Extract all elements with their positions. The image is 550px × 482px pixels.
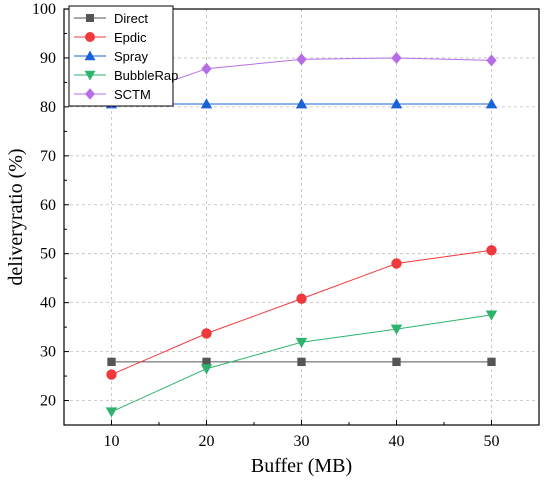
legend-label: Epdic (114, 30, 147, 45)
y-tick-label: 40 (40, 295, 56, 312)
legend-item: Epdic (74, 30, 147, 45)
series-sctm (106, 51, 497, 108)
y-tick-label: 100 (32, 1, 56, 18)
x-tick-label: 50 (484, 433, 500, 450)
data-point (392, 357, 401, 367)
tick-layer: 20 30 40 50 60 70 80 90 100 10 20 30 40 50 (32, 1, 500, 450)
data-point (390, 324, 403, 335)
legend-item: BubbleRap (74, 68, 178, 83)
x-axis-title: Buffer (MB) (251, 455, 352, 477)
y-tick-label: 60 (40, 197, 56, 214)
legend-label: SCTM (114, 87, 151, 102)
legend-item: SCTM (74, 87, 151, 102)
y-axis-title: deliveryratio (%) (5, 148, 27, 285)
x-tick-label: 40 (389, 433, 405, 450)
data-point (106, 369, 117, 380)
data-point (107, 357, 116, 367)
data-point (295, 337, 308, 349)
data-point (201, 62, 212, 75)
data-point (295, 98, 308, 109)
data-point (486, 54, 497, 67)
data-point (297, 357, 306, 367)
y-tick-label: 30 (40, 344, 56, 361)
legend-marker (84, 70, 96, 81)
x-tick-label: 10 (104, 433, 120, 450)
data-point (485, 98, 498, 109)
series-direct (107, 357, 496, 367)
data-point (296, 53, 307, 66)
legend-label: BubbleRap (114, 68, 178, 83)
x-tick-label: 20 (199, 433, 215, 450)
legend: Direct Epdic Spray BubbleRap SCTM (68, 5, 178, 107)
legend-label: Direct (114, 11, 148, 26)
series-bubblerap (105, 310, 498, 418)
y-tick-label: 70 (40, 148, 56, 165)
data-point (485, 310, 498, 321)
data-point (390, 98, 403, 109)
data-point (200, 98, 213, 109)
data-point (202, 357, 211, 367)
legend-marker (86, 14, 94, 22)
data-point (105, 407, 118, 418)
legend-item: Spray (74, 49, 148, 64)
data-point (391, 51, 402, 64)
y-tick-label: 80 (40, 99, 56, 116)
data-point (487, 357, 496, 367)
y-tick-label: 90 (40, 50, 56, 67)
legend-item: Direct (74, 11, 148, 26)
legend-marker (85, 88, 95, 100)
legend-marker (85, 32, 95, 42)
series-layer (105, 51, 498, 418)
data-point (486, 245, 497, 256)
series-epdic (106, 245, 497, 380)
y-tick-label: 50 (40, 246, 56, 263)
data-point (391, 258, 402, 269)
x-tick-label: 30 (294, 433, 310, 450)
legend-marker (84, 50, 96, 61)
data-point (200, 364, 213, 375)
legend-label: Spray (114, 49, 148, 64)
data-point (296, 293, 307, 304)
data-point (201, 328, 212, 339)
y-tick-label: 20 (40, 393, 56, 410)
